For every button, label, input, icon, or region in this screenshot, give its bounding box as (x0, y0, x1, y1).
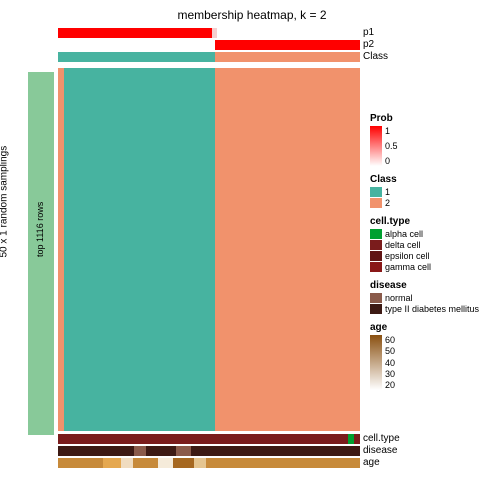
top-annotation-tracks (58, 28, 360, 64)
legend-item: epsilon cell (370, 251, 500, 261)
heatmap-body (58, 68, 360, 431)
legend-item: type II diabetes mellitus (370, 304, 500, 314)
legend-title: Class (370, 174, 500, 185)
legend-item: 1 (370, 187, 500, 197)
legend: Prob10.50Class12cell.typealpha celldelta… (370, 105, 500, 391)
legend-item: 2 (370, 198, 500, 208)
btrack-label-cell.type: cell.type (363, 433, 400, 444)
legend-item: delta cell (370, 240, 500, 250)
track-p1 (58, 28, 360, 38)
chart-title: membership heatmap, k = 2 (0, 8, 504, 22)
track-label-p1: p1 (363, 27, 374, 38)
btrack-label-age: age (363, 457, 380, 468)
btrack-cell.type (58, 434, 360, 444)
chart-area (58, 28, 360, 460)
track-label-class: Class (363, 51, 388, 62)
track-p2 (58, 40, 360, 50)
legend-title: disease (370, 280, 500, 291)
ylabel-outer: 50 x 1 random samplings (0, 146, 10, 258)
track-label-p2: p2 (363, 39, 374, 50)
legend-title: cell.type (370, 216, 500, 227)
legend-title: age (370, 322, 500, 333)
legend-item: alpha cell (370, 229, 500, 239)
legend-title: Prob (370, 113, 500, 124)
btrack-label-disease: disease (363, 445, 397, 456)
btrack-age (58, 458, 360, 468)
ylabel-inner: top 1116 rows (35, 202, 45, 257)
legend-item: normal (370, 293, 500, 303)
track-class (58, 52, 360, 62)
btrack-disease (58, 446, 360, 456)
legend-item: gamma cell (370, 262, 500, 272)
bottom-annotation-tracks (58, 434, 360, 470)
